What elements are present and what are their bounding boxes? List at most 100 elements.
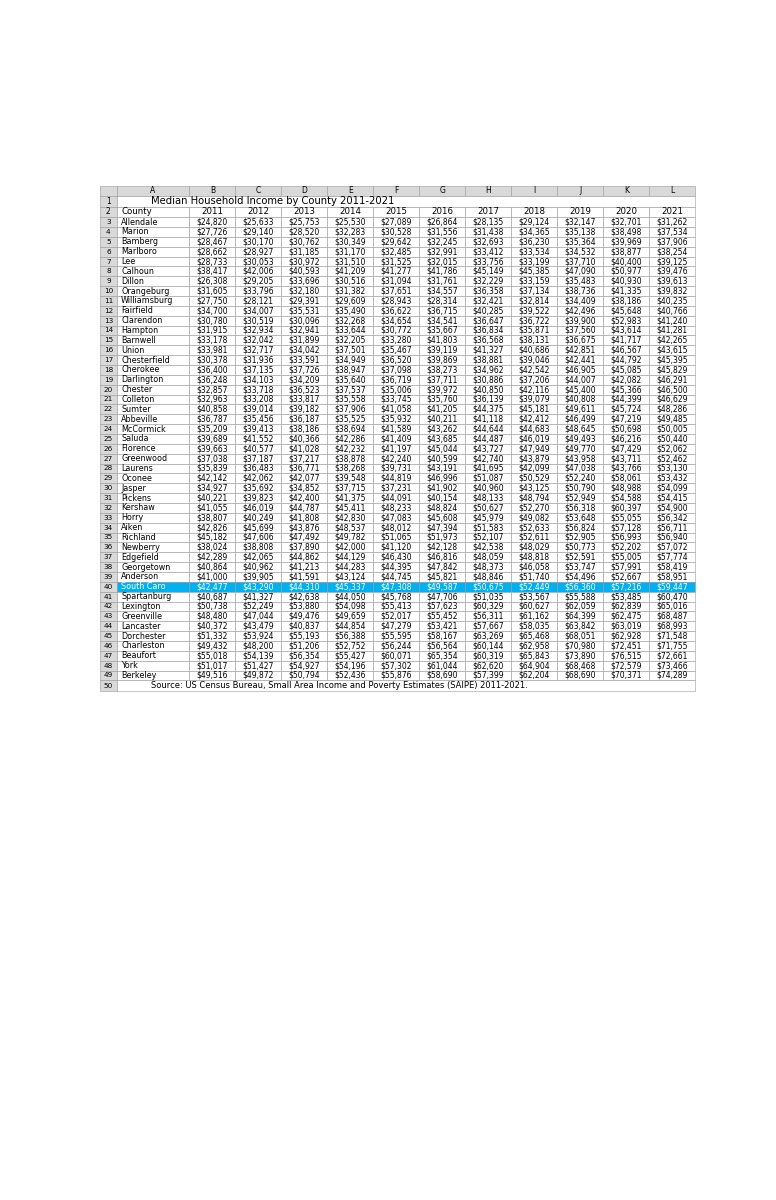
Bar — [604, 463, 650, 474]
Bar — [327, 582, 373, 592]
Text: $56,311: $56,311 — [473, 612, 504, 620]
Text: $53,432: $53,432 — [656, 474, 688, 482]
Bar — [511, 395, 557, 404]
Text: $41,695: $41,695 — [473, 464, 504, 473]
Bar — [189, 227, 235, 236]
Bar — [557, 533, 604, 542]
Bar — [419, 582, 466, 592]
Text: $34,927: $34,927 — [196, 484, 228, 493]
Text: $40,766: $40,766 — [656, 306, 688, 316]
Bar — [557, 325, 604, 336]
Text: $55,427: $55,427 — [334, 652, 366, 660]
Text: $71,755: $71,755 — [656, 641, 688, 650]
Text: D: D — [301, 186, 307, 196]
Text: 24: 24 — [104, 426, 113, 432]
Bar — [100, 533, 116, 542]
Bar — [116, 325, 189, 336]
Bar — [419, 266, 466, 276]
Text: 2013: 2013 — [293, 208, 315, 216]
Bar — [189, 493, 235, 503]
Bar — [235, 523, 282, 533]
Bar — [100, 296, 116, 306]
Text: $31,510: $31,510 — [334, 257, 366, 266]
Bar — [511, 355, 557, 365]
Text: $47,083: $47,083 — [380, 514, 412, 522]
Text: $28,314: $28,314 — [427, 296, 458, 306]
Bar — [650, 395, 695, 404]
Text: $72,451: $72,451 — [611, 641, 642, 650]
Bar — [189, 523, 235, 533]
Text: $53,880: $53,880 — [289, 602, 320, 611]
Text: Florence: Florence — [121, 444, 155, 454]
Bar — [557, 671, 604, 680]
Bar — [650, 365, 695, 374]
Text: $40,221: $40,221 — [196, 493, 228, 503]
Text: Marion: Marion — [121, 228, 148, 236]
Bar — [650, 592, 695, 601]
Text: $24,820: $24,820 — [196, 217, 228, 227]
Text: 45: 45 — [104, 634, 113, 640]
Bar — [116, 601, 189, 611]
Bar — [466, 503, 511, 512]
Bar — [557, 385, 604, 395]
Text: County: County — [121, 208, 152, 216]
Bar — [189, 641, 235, 650]
Bar — [650, 493, 695, 503]
Bar — [466, 631, 511, 641]
Text: $46,905: $46,905 — [565, 366, 596, 374]
Bar — [282, 374, 327, 385]
Text: $42,496: $42,496 — [565, 306, 596, 316]
Bar — [466, 257, 511, 266]
Bar — [116, 622, 189, 631]
Text: $39,182: $39,182 — [289, 404, 320, 414]
Text: 14: 14 — [104, 328, 113, 334]
Text: $46,291: $46,291 — [656, 376, 688, 384]
Text: $52,591: $52,591 — [565, 553, 596, 562]
Bar — [116, 266, 189, 276]
Bar — [373, 661, 419, 671]
Text: $68,051: $68,051 — [565, 631, 596, 641]
Text: $48,233: $48,233 — [381, 504, 412, 512]
Bar — [373, 206, 419, 217]
Text: 40: 40 — [104, 583, 113, 589]
Bar — [511, 434, 557, 444]
Bar — [466, 306, 511, 316]
Text: F: F — [394, 186, 399, 196]
Text: $40,593: $40,593 — [289, 266, 320, 276]
Bar — [466, 336, 511, 346]
Text: $46,058: $46,058 — [518, 563, 550, 571]
Bar — [511, 374, 557, 385]
Bar — [373, 365, 419, 374]
Bar — [327, 512, 373, 523]
Text: $37,711: $37,711 — [427, 376, 458, 384]
Text: 2016: 2016 — [431, 208, 453, 216]
Bar — [650, 463, 695, 474]
Text: $56,711: $56,711 — [656, 523, 688, 532]
Bar — [604, 206, 650, 217]
Text: $33,534: $33,534 — [518, 247, 550, 256]
Text: $28,733: $28,733 — [196, 257, 228, 266]
Bar — [100, 523, 116, 533]
Bar — [373, 650, 419, 661]
Text: $35,871: $35,871 — [518, 326, 550, 335]
Text: $37,715: $37,715 — [334, 484, 366, 493]
Text: $38,947: $38,947 — [334, 366, 366, 374]
Bar — [604, 336, 650, 346]
Text: Georgetown: Georgetown — [121, 563, 170, 571]
Bar — [466, 582, 511, 592]
Bar — [557, 493, 604, 503]
Bar — [282, 631, 327, 641]
Text: $41,808: $41,808 — [289, 514, 320, 522]
Bar — [116, 306, 189, 316]
Bar — [282, 257, 327, 266]
Bar — [557, 316, 604, 325]
Text: $36,139: $36,139 — [473, 395, 504, 404]
Bar — [511, 227, 557, 236]
Text: $33,644: $33,644 — [334, 326, 366, 335]
Text: $34,852: $34,852 — [289, 484, 320, 493]
Text: $42,400: $42,400 — [289, 493, 320, 503]
Bar — [235, 404, 282, 414]
Bar — [116, 404, 189, 414]
Bar — [419, 414, 466, 424]
Bar — [419, 641, 466, 650]
